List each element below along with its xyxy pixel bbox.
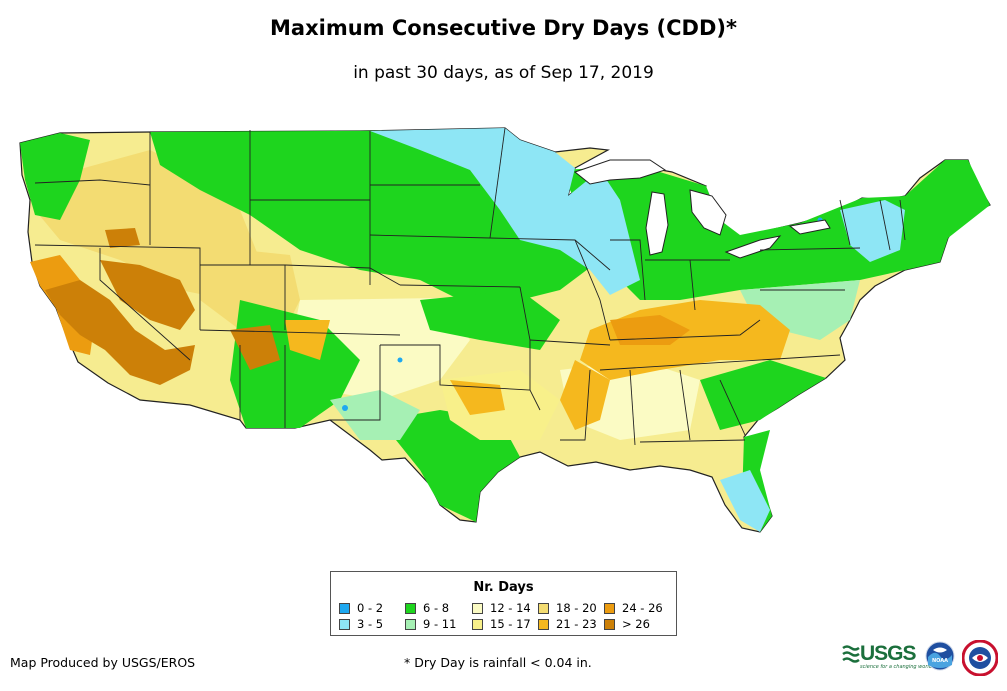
noaa-logo-icon: NOAA	[925, 641, 955, 671]
region-21-23	[285, 320, 330, 360]
legend-label: 0 - 2	[357, 601, 384, 615]
state-line	[899, 199, 906, 241]
region-6-8	[20, 133, 90, 220]
legend-swatch	[339, 619, 350, 630]
state-line	[629, 369, 636, 446]
legend-title: Nr. Days	[473, 580, 534, 595]
region-3-5	[840, 200, 905, 262]
legend-label: 15 - 17	[490, 617, 531, 631]
region-21-23	[560, 360, 610, 430]
state-line	[639, 439, 746, 443]
state-line	[99, 248, 191, 361]
region-0-2	[397, 357, 403, 363]
usgs-wordmark: USGS	[860, 642, 917, 665]
state-line	[679, 369, 691, 441]
map-subtitle: in past 30 days, as of Sep 17, 2019	[353, 63, 654, 83]
legend-label: 24 - 26	[622, 601, 663, 615]
region-gt-26	[100, 260, 195, 330]
footnote-text: * Dry Day is rainfall < 0.04 in.	[404, 655, 592, 670]
region-9-11	[740, 280, 860, 340]
legend: Nr. Days 0 - 2 3 - 5 6 - 8 9 - 11 12 - 1…	[330, 571, 677, 636]
legend-label: > 26	[622, 617, 650, 631]
region-6-8	[560, 160, 990, 300]
map-title: Maximum Consecutive Dry Days (CDD)*	[270, 16, 737, 40]
state-line	[610, 239, 646, 301]
lake-erie	[724, 235, 782, 259]
great-lakes	[573, 159, 831, 259]
legend-swatch	[538, 603, 549, 614]
state-line	[529, 339, 611, 346]
state-line	[759, 247, 861, 251]
region-21-23	[450, 380, 505, 415]
state-line	[34, 244, 201, 330]
state-line	[489, 127, 506, 239]
state-line	[34, 179, 151, 186]
lake-huron	[689, 189, 727, 236]
state-line	[399, 284, 521, 288]
state-line	[719, 379, 746, 436]
state-line	[689, 259, 696, 311]
credit-text: Map Produced by USGS/EROS	[10, 655, 196, 670]
state-boundaries	[34, 127, 906, 446]
legend-swatch	[339, 603, 350, 614]
lake-superior	[573, 159, 667, 185]
legend-swatch	[604, 603, 615, 614]
region-3-5	[370, 128, 640, 295]
state-line	[369, 234, 491, 239]
state-line	[560, 369, 591, 441]
usgs-tagline: science for a changing world	[860, 664, 932, 670]
legend-swatch	[472, 603, 483, 614]
legend-label: 21 - 23	[556, 617, 597, 631]
state-line	[380, 344, 541, 411]
legend-swatch	[604, 619, 615, 630]
legend-label: 12 - 14	[490, 601, 531, 615]
region-3-5	[720, 470, 770, 532]
legend-swatch	[405, 603, 416, 614]
legend-label: 3 - 5	[357, 617, 384, 631]
state-line	[599, 354, 841, 371]
region-9-11	[330, 390, 420, 440]
region-gt-26	[105, 228, 140, 248]
state-line	[330, 345, 381, 421]
legend-label: 18 - 20	[556, 601, 597, 615]
region-gt-26	[230, 325, 280, 370]
legend-swatch	[405, 619, 416, 630]
usgs-logo: USGS science for a changing world	[842, 642, 932, 670]
region-6-8	[700, 360, 826, 430]
usgs-wave-icon	[842, 645, 860, 663]
legend-label: 9 - 11	[423, 617, 457, 631]
lake-ontario	[788, 219, 831, 235]
nws-logo-icon	[962, 640, 998, 676]
state-line	[574, 239, 611, 341]
state-line	[609, 319, 761, 341]
state-line	[879, 199, 891, 251]
region-gt-26	[45, 280, 195, 385]
noaa-label: NOAA	[932, 658, 948, 664]
region-0-2	[342, 405, 348, 411]
lake-michigan	[645, 191, 669, 256]
region-6-8	[420, 290, 560, 350]
state-line	[839, 199, 851, 246]
state-line	[199, 329, 401, 336]
legend-swatch	[538, 619, 549, 630]
legend-swatch	[472, 619, 483, 630]
legend-label: 6 - 8	[423, 601, 450, 615]
